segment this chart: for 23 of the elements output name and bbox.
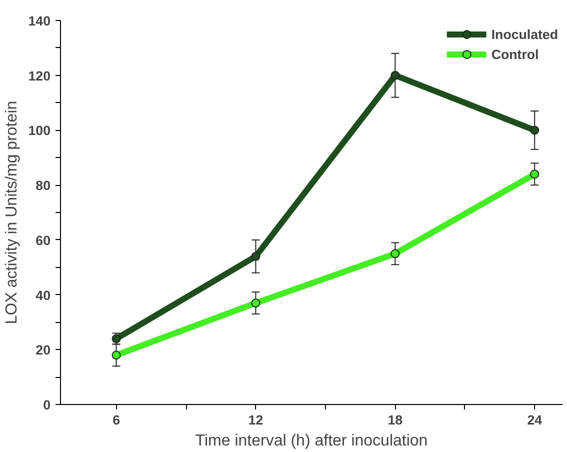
point xyxy=(251,252,260,261)
legend-label: Control xyxy=(491,46,539,62)
y-axis-title: LOX activity in Units/mg protein xyxy=(3,100,20,324)
y-tick-label: 120 xyxy=(28,68,51,84)
point xyxy=(112,350,121,360)
y-tick-label: 0 xyxy=(43,398,51,412)
y-tick-label: 20 xyxy=(36,342,51,358)
point xyxy=(390,249,400,258)
point xyxy=(530,170,540,179)
legend-label: Inoculated xyxy=(491,26,558,42)
point xyxy=(390,70,400,80)
x-tick-label: 18 xyxy=(388,412,403,428)
x-tick-label: 6 xyxy=(112,412,120,428)
point xyxy=(251,298,260,308)
x-tick-label: 24 xyxy=(527,412,543,428)
y-tick-label: 60 xyxy=(36,232,51,248)
y-tick-label: 40 xyxy=(36,288,51,303)
y-tick-label: 80 xyxy=(36,178,51,194)
x-axis-title: Time interval (h) after inoculation xyxy=(195,432,428,450)
x-tick-label: 12 xyxy=(248,412,264,428)
point xyxy=(530,126,540,135)
y-tick-label: 140 xyxy=(28,14,51,28)
y-tick-label: 100 xyxy=(28,123,51,138)
